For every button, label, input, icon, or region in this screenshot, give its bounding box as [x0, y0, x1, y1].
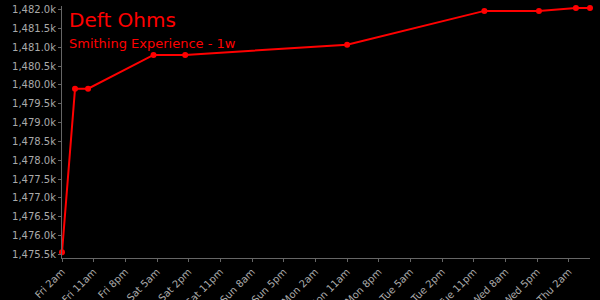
svg-text:1,475.5k: 1,475.5k: [12, 249, 56, 260]
svg-text:Fri 2am: Fri 2am: [33, 266, 67, 300]
svg-text:Sat 11pm: Sat 11pm: [183, 266, 225, 300]
svg-text:1,478.5k: 1,478.5k: [12, 136, 56, 147]
svg-text:Mon 11am: Mon 11am: [307, 266, 352, 300]
svg-text:1,479.0k: 1,479.0k: [12, 117, 56, 128]
svg-text:1,480.0k: 1,480.0k: [12, 79, 56, 90]
svg-text:Tue 2pm: Tue 2pm: [408, 266, 447, 300]
svg-text:Sat 5am: Sat 5am: [125, 266, 162, 300]
svg-text:1,479.5k: 1,479.5k: [12, 98, 56, 109]
svg-text:1,477.5k: 1,477.5k: [12, 174, 56, 185]
svg-text:1,476.0k: 1,476.0k: [12, 230, 56, 241]
svg-text:Sun 5pm: Sun 5pm: [249, 266, 288, 300]
svg-text:Deft Ohms: Deft Ohms: [69, 8, 176, 32]
svg-text:1,481.0k: 1,481.0k: [12, 42, 56, 53]
svg-text:Mon 2am: Mon 2am: [280, 266, 321, 300]
svg-text:Mon 8pm: Mon 8pm: [343, 266, 384, 300]
svg-text:Wed 5pm: Wed 5pm: [501, 266, 542, 300]
svg-text:Fri 8pm: Fri 8pm: [96, 266, 130, 300]
svg-text:1,480.5k: 1,480.5k: [12, 61, 56, 72]
svg-text:Thu 2am: Thu 2am: [534, 266, 574, 300]
svg-text:1,478.0k: 1,478.0k: [12, 155, 56, 166]
svg-text:1,477.0k: 1,477.0k: [12, 192, 56, 203]
svg-text:1,481.5k: 1,481.5k: [12, 23, 56, 34]
svg-text:Sun 8am: Sun 8am: [218, 266, 257, 300]
svg-text:1,476.5k: 1,476.5k: [12, 211, 56, 222]
svg-text:Smithing Experience - 1w: Smithing Experience - 1w: [69, 36, 236, 51]
svg-text:Tue 11pm: Tue 11pm: [436, 266, 479, 300]
svg-text:Fri 11am: Fri 11am: [60, 266, 99, 300]
svg-text:Wed 8am: Wed 8am: [469, 266, 510, 300]
svg-text:1,482.0k: 1,482.0k: [12, 4, 56, 15]
svg-text:Sat 2pm: Sat 2pm: [156, 266, 193, 300]
svg-text:Tue 5am: Tue 5am: [377, 266, 416, 300]
